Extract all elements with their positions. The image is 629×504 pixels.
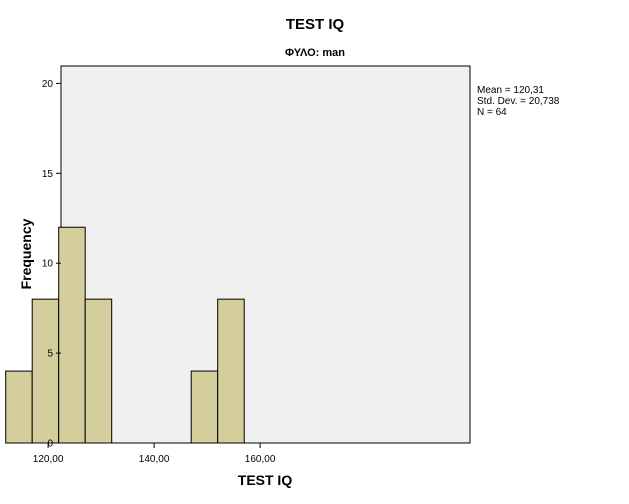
- histogram-bar-7: [217, 298, 245, 444]
- stat-std-dev: Std. Dev. = 20,738: [477, 96, 560, 107]
- y-tick-label-2: 10: [42, 259, 54, 270]
- histogram-bar-3: [31, 298, 60, 444]
- x-tick-label-2: 140,00: [139, 454, 170, 465]
- x-axis-label: TEST IQ: [238, 472, 293, 488]
- stat-mean: Mean = 120,31: [477, 85, 544, 96]
- y-axis-label: Frequency: [18, 218, 34, 289]
- histogram-bar-6: [190, 370, 219, 444]
- x-tick-label-3: 160,00: [245, 454, 276, 465]
- histogram-bars: [5, 226, 245, 444]
- chart-title: TEST IQ: [286, 16, 345, 33]
- plot-area: [60, 65, 471, 444]
- histogram-bar-4: [58, 226, 86, 444]
- chart-subtitle: ΦΥΛΟ: man: [285, 47, 345, 59]
- y-tick-label-0: 0: [47, 439, 53, 450]
- y-tick-label-3: 15: [42, 169, 54, 180]
- y-tick-label-1: 5: [47, 349, 53, 360]
- histogram-bar-2: [5, 370, 33, 444]
- x-tick-label-1: 120,00: [33, 454, 64, 465]
- y-tick-label-4: 20: [42, 79, 54, 90]
- y-axis-ticks: 0 5 10 15 20: [42, 79, 61, 450]
- histogram-bar-5: [84, 298, 113, 444]
- stat-n: N = 64: [477, 107, 507, 118]
- statistics-box: Mean = 120,31 Std. Dev. = 20,738 N = 64: [477, 85, 560, 118]
